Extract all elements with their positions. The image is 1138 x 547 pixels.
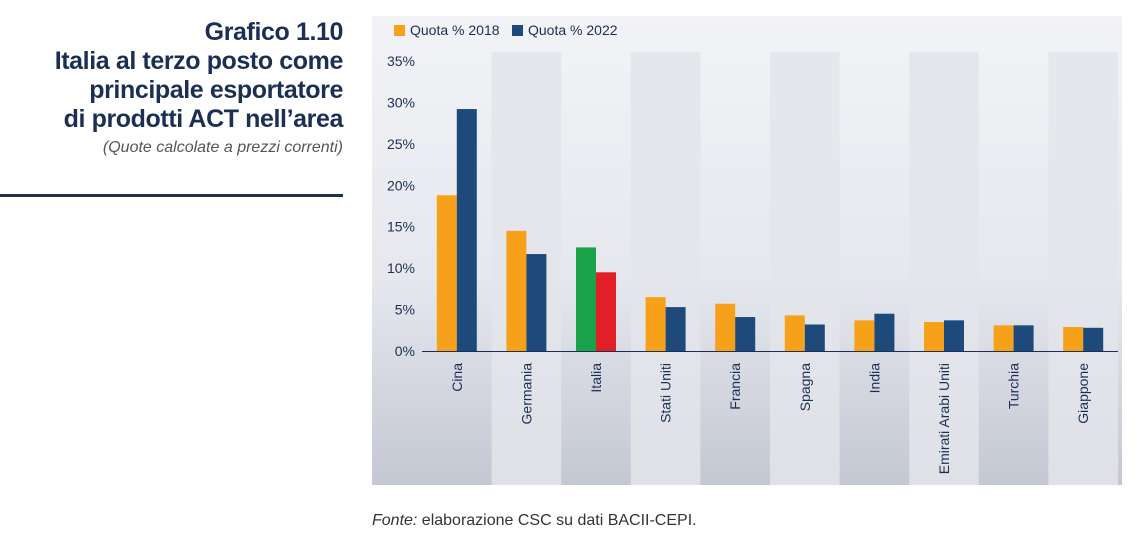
bar-turchia-2018 xyxy=(993,325,1014,351)
bar-emirati-arabi-uniti-2018 xyxy=(924,322,944,351)
y-tick-label: 35% xyxy=(387,53,415,69)
x-tick-label: Francia xyxy=(727,363,743,410)
legend-swatch-2022 xyxy=(512,25,523,36)
bar-cina-2022 xyxy=(456,109,477,351)
y-tick-label: 10% xyxy=(387,260,415,276)
x-tick-label: Stati Uniti xyxy=(658,363,674,423)
chart-title: Italia al terzo posto come principale es… xyxy=(54,47,344,133)
title-divider xyxy=(0,194,343,197)
y-tick-label: 20% xyxy=(387,177,415,193)
x-tick-label: Cina xyxy=(449,363,465,392)
bar-india-2022 xyxy=(874,313,895,351)
y-tick-label: 15% xyxy=(387,219,415,235)
y-tick-label: 30% xyxy=(387,94,415,110)
x-tick-label: Emirati Arabi Uniti xyxy=(936,363,952,474)
category-band xyxy=(770,52,840,485)
bar-emirati-arabi-uniti-2022 xyxy=(944,320,964,351)
y-tick-label: 0% xyxy=(395,343,415,359)
x-tick-label: Spagna xyxy=(797,363,813,411)
bar-cina-2018 xyxy=(436,195,457,351)
category-band xyxy=(1048,52,1118,485)
category-band xyxy=(909,52,979,485)
bar-germania-2018 xyxy=(506,230,527,351)
bar-francia-2018 xyxy=(715,303,736,351)
bar-spagna-2022 xyxy=(804,324,825,351)
source-label: Fonte: xyxy=(372,512,418,529)
x-tick-label: India xyxy=(866,363,882,394)
x-tick-label: Turchia xyxy=(1006,363,1022,409)
source-text: elaborazione CSC su dati BACII-CEPI. xyxy=(417,512,697,529)
bar-stati-uniti-2022 xyxy=(665,307,686,351)
chart-number: Grafico 1.10 xyxy=(204,18,344,46)
bar-spagna-2018 xyxy=(784,315,805,351)
x-tick-label: Giappone xyxy=(1075,363,1091,424)
legend-swatch-2018 xyxy=(394,25,405,36)
chart-subtitle: (Quote calcolate a prezzi correnti) xyxy=(102,139,343,156)
legend-label: Quota % 2018 xyxy=(410,22,500,38)
bar-germania-2022 xyxy=(526,254,547,351)
legend-label: Quota % 2022 xyxy=(528,22,618,38)
bar-giappone-2018 xyxy=(1063,326,1084,351)
chart-panel: 0% 5% 10% 15% 20% 25% 30% 35% Cina Germania Italia… xyxy=(372,16,1122,485)
bar-chart: 0% 5% 10% 15% 20% 25% 30% 35% Cina Germania Italia… xyxy=(387,22,1118,485)
bar-italia-2018 xyxy=(576,247,596,351)
y-tick-label: 5% xyxy=(395,302,415,318)
bar-italia-2022 xyxy=(596,272,616,351)
category-band xyxy=(630,52,701,485)
y-tick-label: 25% xyxy=(387,136,415,152)
x-tick-label: Germania xyxy=(518,363,534,425)
x-tick-label: Italia xyxy=(588,363,604,393)
bar-stati-uniti-2018 xyxy=(645,297,666,351)
source-note: Fonte: elaborazione CSC su dati BACII-CE… xyxy=(372,512,697,530)
title-block: Grafico 1.10 Italia al terzo posto come … xyxy=(0,18,344,157)
bar-francia-2022 xyxy=(735,317,756,351)
bar-giappone-2022 xyxy=(1083,327,1104,351)
bar-turchia-2022 xyxy=(1013,325,1034,351)
bar-india-2018 xyxy=(854,320,875,351)
